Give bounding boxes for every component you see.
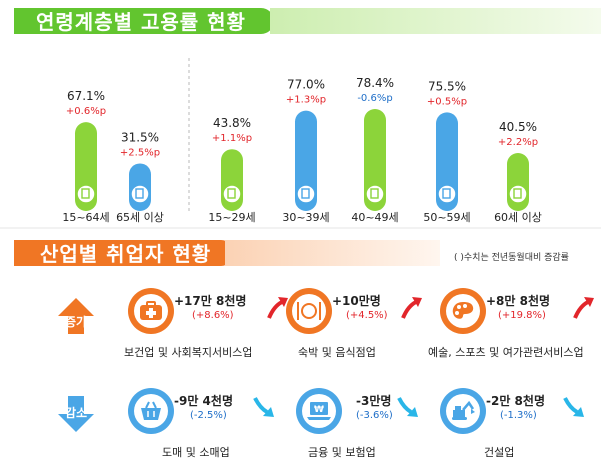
person-doc-icon-part (301, 188, 310, 199)
trend-up-icon (267, 297, 288, 319)
palette-icon (452, 302, 474, 319)
icon-ring (128, 388, 174, 434)
value-label: 78.4% (356, 76, 394, 90)
bars-group: 67.1% +0.6%p 15~64세 31.5% +2.5%p 65세 이상 43.8% +… (62, 76, 542, 224)
first-aid-icon (140, 301, 162, 320)
industry-item-health: +17만 8천명 (+8.6%) 보건업 및 사회복지서비스업 (118, 284, 298, 360)
change-pct: (+19.8%) (498, 310, 546, 321)
value-label: 77.0% (287, 78, 325, 92)
industry-name: 숙박 및 음식점업 (298, 346, 376, 359)
industry-item-construction: -2만 8천명 (-1.3%) 건설업 (430, 384, 601, 460)
change-label: +1.1%p (212, 133, 252, 144)
industry-name: 도매 및 소매업 (162, 446, 230, 459)
icon-ring (440, 288, 486, 334)
bar (364, 109, 386, 211)
change-value: +17만 8천명 (174, 294, 247, 308)
svg-text:₩: ₩ (314, 405, 324, 415)
person-doc-icon (296, 184, 316, 204)
industry-item-food: +10만명 (+4.5%) 숙박 및 음식점업 (276, 284, 456, 360)
person-doc-icon (365, 184, 385, 204)
industry-name: 금융 및 보험업 (308, 446, 376, 459)
header-tail (225, 240, 440, 266)
person-doc-icon-part (135, 188, 144, 199)
person-doc-icon (222, 184, 242, 204)
change-pct: (-3.6%) (356, 410, 393, 421)
down-arrow-icon (58, 396, 94, 432)
change-pct: (-2.5%) (190, 410, 227, 421)
change-label: +0.5%p (427, 96, 467, 107)
category-label: 40~49세 (351, 211, 398, 224)
person-doc-icon-part (513, 188, 522, 199)
industry-item-retail: -9만 4천명 (-2.5%) 도매 및 소매업 (118, 384, 298, 460)
trend-down-icon (563, 397, 584, 417)
icon-ring (128, 288, 174, 334)
age-employment-chart: 67.1% +0.6%p 15~64세 31.5% +2.5%p 65세 이상 43.8% +… (0, 58, 601, 229)
value-label: 67.1% (67, 89, 105, 103)
change-value: +8만 8천명 (486, 294, 551, 308)
category-label: 15~29세 (208, 211, 255, 224)
person-doc-icon-part (227, 188, 236, 199)
header-bar (14, 8, 274, 34)
decrease-label: 감소 (64, 406, 88, 420)
won-laptop-icon: ₩ (307, 402, 331, 420)
category-label: 60세 이상 (494, 211, 542, 224)
icon-ring: ₩ (296, 388, 342, 434)
person-doc-icon (130, 184, 150, 204)
icon-ring (286, 288, 332, 334)
value-label: 31.5% (121, 130, 159, 144)
category-label: 30~39세 (282, 211, 329, 224)
bar (295, 110, 317, 211)
icon-ring (440, 388, 486, 434)
section-header-age: 연령계층별 고용률 현황 (0, 2, 601, 42)
category-label: 65세 이상 (116, 211, 164, 224)
change-label: +2.2%p (498, 137, 538, 148)
section-header-industry: 산업별 취업자 현황 (0, 234, 440, 274)
industry-item-arts: +8만 8천명 (+19.8%) 예술, 스포츠 및 여가관련서비스업 (428, 284, 601, 360)
change-label: +1.3%p (286, 95, 326, 106)
change-label: +0.6%p (66, 106, 106, 117)
person-doc-icon (437, 184, 457, 204)
trend-up-icon (573, 297, 594, 319)
section-title: 연령계층별 고용률 현황 (36, 10, 246, 34)
change-pct: (+4.5%) (346, 310, 388, 321)
change-value: -2만 8천명 (486, 394, 545, 408)
header-bar (14, 240, 234, 266)
trend-down-icon (397, 397, 418, 417)
up-arrow-icon (58, 298, 94, 334)
value-label: 43.8% (213, 116, 251, 130)
industry-name: 예술, 스포츠 및 여가관련서비스업 (428, 346, 584, 359)
decrease-badge: 감소 (56, 394, 96, 434)
change-value: -3만명 (356, 394, 392, 408)
shopping-basket-icon (141, 401, 161, 420)
person-doc-icon (508, 184, 528, 204)
footnote: ( )수치는 전년동월대비 증감률 (454, 253, 569, 263)
industry-item-finance: ₩ -3만명 (-3.6%) 금융 및 보험업 (286, 384, 466, 460)
person-doc-icon-part (370, 188, 379, 199)
trend-up-icon (401, 297, 422, 319)
person-doc-icon-part (442, 188, 451, 199)
value-label: 75.5% (428, 79, 466, 93)
person-doc-icon (76, 184, 96, 204)
excavator-icon (452, 400, 475, 420)
industry-name: 보건업 및 사회복지서비스업 (124, 346, 253, 359)
header-tail (270, 8, 601, 34)
trend-down-icon (253, 397, 274, 417)
increase-badge: 증가 (56, 296, 96, 336)
person-doc-icon-part (81, 188, 90, 199)
value-label: 40.5% (499, 120, 537, 134)
change-label: +2.5%p (120, 147, 160, 158)
dining-icon (297, 302, 321, 320)
change-value: -9만 4천명 (174, 394, 233, 408)
category-label: 15~64세 (62, 211, 109, 224)
change-value: +10만명 (332, 294, 381, 308)
category-label: 50~59세 (423, 211, 470, 224)
increase-label: 증가 (64, 315, 88, 329)
change-pct: (+8.6%) (192, 310, 234, 321)
industry-name: 건설업 (484, 446, 515, 459)
change-pct: (-1.3%) (500, 410, 537, 421)
section-title: 산업별 취업자 현황 (40, 242, 212, 266)
change-label: -0.6%p (357, 93, 392, 104)
